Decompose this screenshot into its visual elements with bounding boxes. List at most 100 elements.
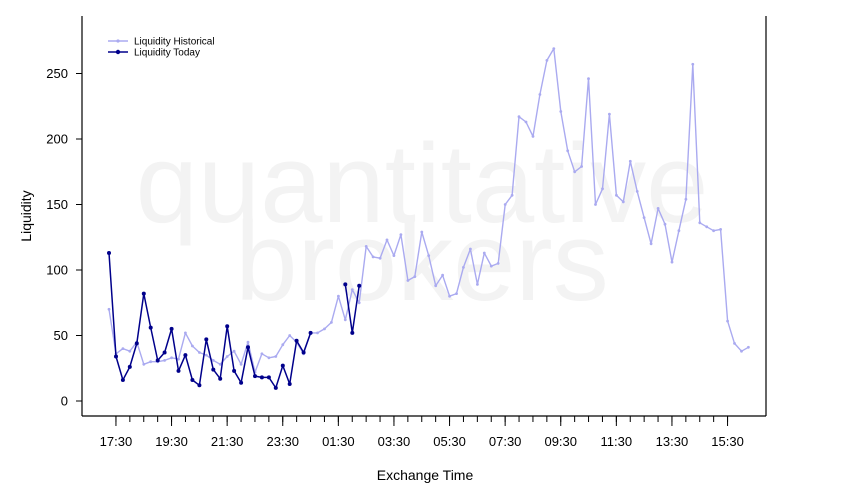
data-point-historical — [274, 355, 278, 358]
data-point-today — [134, 341, 139, 346]
data-point-historical — [350, 288, 354, 291]
data-point-today — [197, 383, 202, 388]
data-point-historical — [489, 264, 493, 268]
data-point-historical — [719, 228, 722, 231]
data-point-historical — [566, 149, 570, 153]
data-point-historical — [392, 254, 396, 257]
series-today — [107, 251, 362, 390]
data-point-historical — [406, 279, 410, 282]
x-tick-label: 01:30 — [322, 434, 355, 449]
data-point-historical — [670, 260, 674, 264]
data-point-today — [148, 325, 153, 330]
x-tick-label: 15:30 — [711, 434, 744, 449]
data-point-today — [183, 353, 188, 358]
series-line-today — [108, 252, 312, 389]
data-point-historical — [142, 362, 146, 366]
data-point-historical — [496, 262, 500, 265]
data-point-today — [169, 326, 174, 331]
legend-marker-historical — [116, 39, 120, 43]
data-point-historical — [420, 230, 424, 234]
data-point-historical — [441, 273, 444, 277]
data-point-historical — [649, 242, 653, 246]
data-point-today — [266, 375, 271, 380]
data-point-today — [280, 363, 285, 368]
data-point-historical — [524, 120, 528, 124]
data-point-today — [253, 374, 257, 379]
watermark-line-1: quantitative — [136, 121, 709, 246]
x-tick-label: 05:30 — [433, 434, 466, 449]
data-point-historical — [580, 165, 583, 168]
data-point-historical — [656, 207, 660, 210]
x-tick-label: 07:30 — [489, 434, 522, 449]
data-point-historical — [204, 353, 208, 357]
data-point-historical — [587, 77, 590, 81]
data-point-historical — [615, 193, 618, 197]
data-point-historical — [378, 256, 382, 260]
data-point-historical — [552, 47, 556, 50]
data-point-today — [190, 378, 195, 382]
x-tick-label: 09:30 — [544, 434, 577, 449]
data-point-historical — [698, 221, 702, 225]
data-point-historical — [177, 357, 180, 361]
data-point-historical — [503, 203, 507, 206]
data-point-historical — [170, 356, 174, 360]
x-tick-label: 21:30 — [211, 434, 244, 449]
data-point-today — [259, 375, 264, 380]
data-point-historical — [211, 359, 215, 362]
data-point-today — [294, 338, 299, 343]
data-point-historical — [260, 352, 264, 356]
axes: 0 50 100 150 200 250 17:30 19:30 21:30 23:30 01:30… — [46, 16, 767, 449]
data-point-today — [155, 358, 160, 363]
data-point-historical — [684, 197, 688, 201]
data-point-historical — [239, 362, 243, 366]
watermark-line-2: brokers — [235, 199, 608, 324]
y-tick-label: 100 — [46, 263, 68, 278]
data-point-today — [343, 282, 348, 287]
data-point-historical — [740, 349, 743, 353]
data-point-historical — [545, 59, 549, 62]
data-point-historical — [510, 193, 514, 197]
data-point-today — [162, 350, 167, 355]
data-point-historical — [462, 266, 465, 269]
data-point-historical — [448, 294, 451, 298]
data-point-historical — [476, 283, 479, 286]
data-point-historical — [371, 255, 375, 259]
data-point-historical — [726, 319, 729, 323]
x-tick-label: 03:30 — [378, 434, 411, 449]
data-point-today — [301, 350, 306, 355]
data-point-historical — [663, 222, 667, 226]
data-point-historical — [434, 284, 438, 288]
data-point-today — [308, 330, 313, 335]
x-axis-title: Exchange Time — [377, 467, 474, 483]
data-point-today — [232, 368, 237, 373]
y-tick-label: 250 — [46, 66, 68, 81]
data-point-historical — [677, 229, 681, 233]
data-point-today — [350, 330, 355, 335]
legend-label-historical: Liquidity Historical — [134, 37, 215, 48]
data-point-historical — [191, 344, 194, 348]
x-tick-label: 17:30 — [100, 434, 133, 449]
data-point-historical — [573, 170, 577, 174]
data-point-today — [246, 345, 250, 350]
data-point-historical — [733, 342, 736, 345]
x-tick-label: 23:30 — [266, 434, 299, 449]
data-point-historical — [531, 135, 535, 138]
data-point-today — [114, 354, 118, 359]
data-point-historical — [469, 247, 472, 251]
data-point-today — [107, 251, 111, 255]
data-point-historical — [628, 159, 632, 163]
data-point-historical — [107, 307, 111, 311]
data-point-today — [141, 291, 146, 296]
data-point-historical — [281, 343, 285, 347]
data-point-historical — [246, 340, 250, 344]
data-point-historical — [330, 321, 333, 324]
x-tick-label: 11:30 — [601, 434, 633, 449]
data-point-today — [225, 324, 230, 329]
data-point-today — [127, 364, 132, 369]
data-point-today — [287, 382, 292, 386]
data-point-today — [176, 368, 181, 373]
data-point-today — [204, 337, 209, 342]
data-point-historical — [343, 318, 347, 322]
legend-marker-today — [115, 49, 121, 55]
